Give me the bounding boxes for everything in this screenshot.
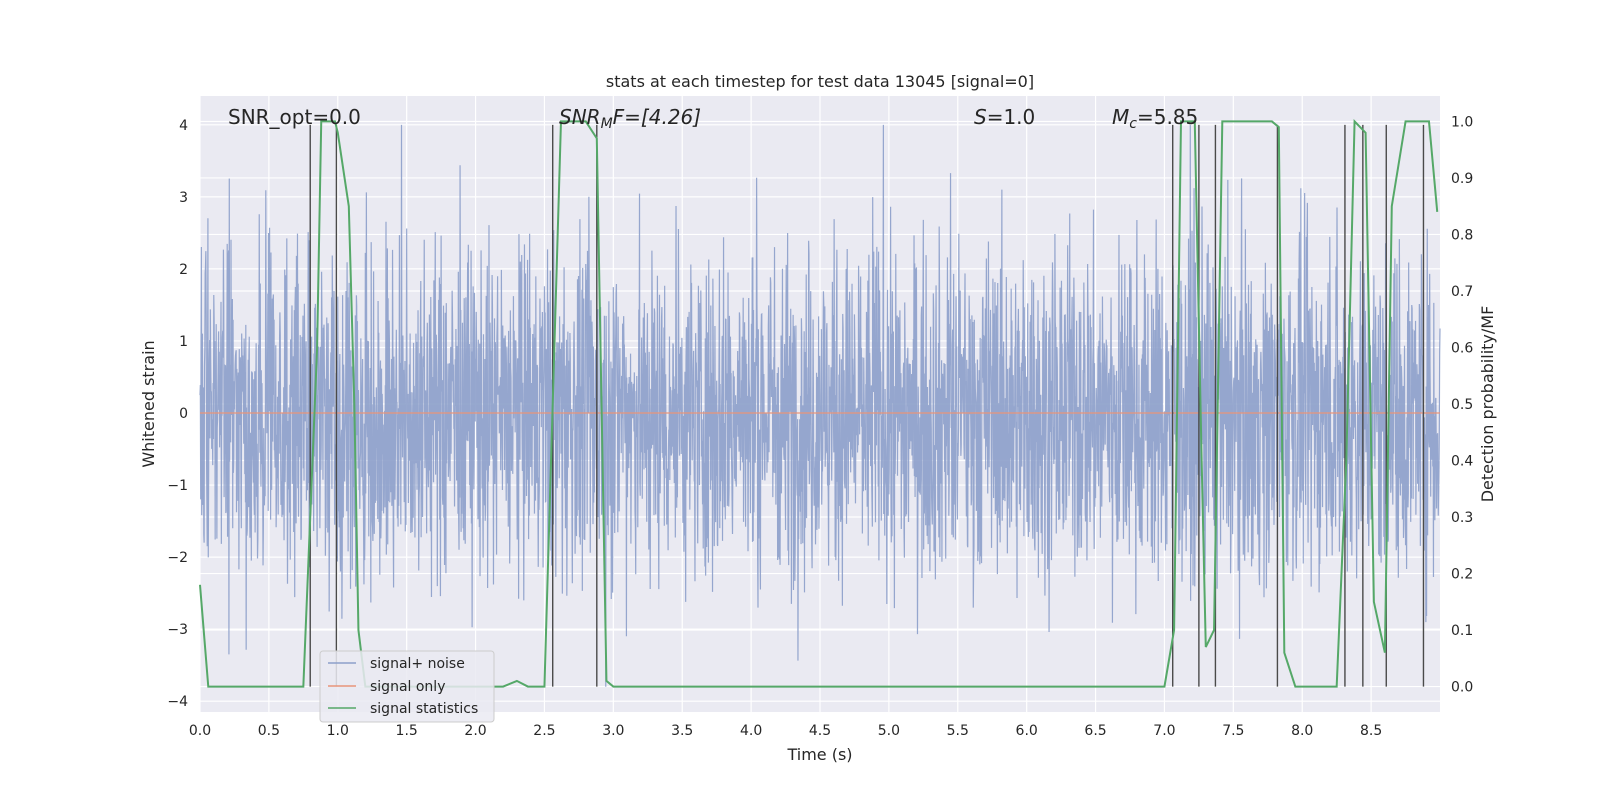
annotation-mc-rest: =5.85 <box>1137 105 1198 129</box>
y2-tick-label-4: 0.6 <box>1451 340 1473 356</box>
y-tick-labels: 4 3 2 1 0 −1 −2 −3 −4 <box>167 118 188 710</box>
y2-tick-label-6: 0.4 <box>1451 454 1473 470</box>
x-tick-label-8: 4.0 <box>740 723 762 739</box>
annotation-mc: Mc=5.85 <box>1112 105 1198 132</box>
x-tick-label-12: 6.0 <box>1016 723 1038 739</box>
legend-label-signal-only: signal only <box>370 679 445 695</box>
x-tick-label-16: 8.0 <box>1291 723 1313 739</box>
annotation-s-rest: =1.0 <box>987 105 1036 129</box>
chart-title: stats at each timestep for test data 130… <box>606 72 1034 91</box>
legend-label-signal-statistics: signal statistics <box>370 701 478 717</box>
y2-tick-label-3: 0.7 <box>1451 284 1473 300</box>
y-tick-label-6: −2 <box>167 550 188 566</box>
y-tick-label-0: 4 <box>179 118 188 134</box>
vertical-markers <box>309 124 1425 687</box>
y-tick-label-3: 1 <box>179 334 188 350</box>
y-tick-label-8: −4 <box>167 694 188 710</box>
y2-tick-label-9: 0.1 <box>1451 623 1473 639</box>
x-tick-labels: 0.0 0.5 1.0 1.5 2.0 2.5 3.0 3.5 4.0 4.5 5.0 5.5 6.0 6… <box>189 723 1382 739</box>
annotation-mc-main: M <box>1112 105 1129 129</box>
x-tick-label-0: 0.0 <box>189 723 211 739</box>
y2-tick-label-2: 0.8 <box>1451 227 1473 243</box>
annotation-s: S=1.0 <box>974 105 1035 129</box>
x-tick-label-9: 4.5 <box>809 723 831 739</box>
legend-label-signal-noise: signal+ noise <box>370 656 465 672</box>
x-tick-label-13: 6.5 <box>1084 723 1106 739</box>
x-tick-label-11: 5.5 <box>947 723 969 739</box>
y2-tick-label-5: 0.5 <box>1451 397 1473 413</box>
y-tick-label-2: 2 <box>179 262 188 278</box>
x-tick-label-3: 1.5 <box>396 723 418 739</box>
annotation-snr-opt: SNR_opt=0.0 <box>228 105 361 129</box>
x-tick-label-4: 2.0 <box>464 723 486 739</box>
y-tick-label-1: 3 <box>179 190 188 206</box>
legend: signal+ noise signal only signal statist… <box>319 650 495 723</box>
x-tick-label-17: 8.5 <box>1360 723 1382 739</box>
x-tick-label-1: 0.5 <box>258 723 280 739</box>
x-tick-label-10: 5.0 <box>878 723 900 739</box>
annotation-s-main: S <box>974 105 987 129</box>
x-tick-label-15: 7.5 <box>1222 723 1244 739</box>
annotation-snr-mf-sub: M <box>601 116 613 132</box>
legend-box <box>319 650 495 723</box>
y2-axis-label: Detection probability/MF <box>1478 306 1497 503</box>
signal-statistics-line <box>199 119 1439 688</box>
y2-tick-label-10: 0.0 <box>1451 680 1473 696</box>
annotation-snr-mf: SNRMF=[4.26] <box>559 105 701 132</box>
y2-tick-label-7: 0.3 <box>1451 510 1473 526</box>
y-tick-label-7: −3 <box>167 622 188 638</box>
x-tick-label-5: 2.5 <box>533 723 555 739</box>
y2-tick-label-1: 0.9 <box>1451 171 1473 187</box>
y2-tick-labels: 1.0 0.9 0.8 0.7 0.6 0.5 0.4 0.3 0.2 0.1 0.0 <box>1451 114 1473 695</box>
signal-statistics-series <box>199 119 1439 688</box>
annotation-mc-sub: c <box>1129 116 1137 132</box>
x-tick-label-14: 7.0 <box>1153 723 1175 739</box>
x-tick-label-6: 3.0 <box>602 723 624 739</box>
annotation-snr-mf-rest-f: F=[4.26] <box>613 105 701 129</box>
x-axis-label: Time (s) <box>786 745 852 764</box>
x-tick-label-7: 3.5 <box>671 723 693 739</box>
x-tick-label-2: 1.0 <box>327 723 349 739</box>
y-tick-label-5: −1 <box>167 478 188 494</box>
y-axis-label: Whitened strain <box>139 340 158 467</box>
y2-tick-label-0: 1.0 <box>1451 114 1473 130</box>
y-tick-label-4: 0 <box>179 406 188 422</box>
y2-tick-label-8: 0.2 <box>1451 567 1473 583</box>
annotation-snr-mf-main: SNR <box>559 105 601 129</box>
